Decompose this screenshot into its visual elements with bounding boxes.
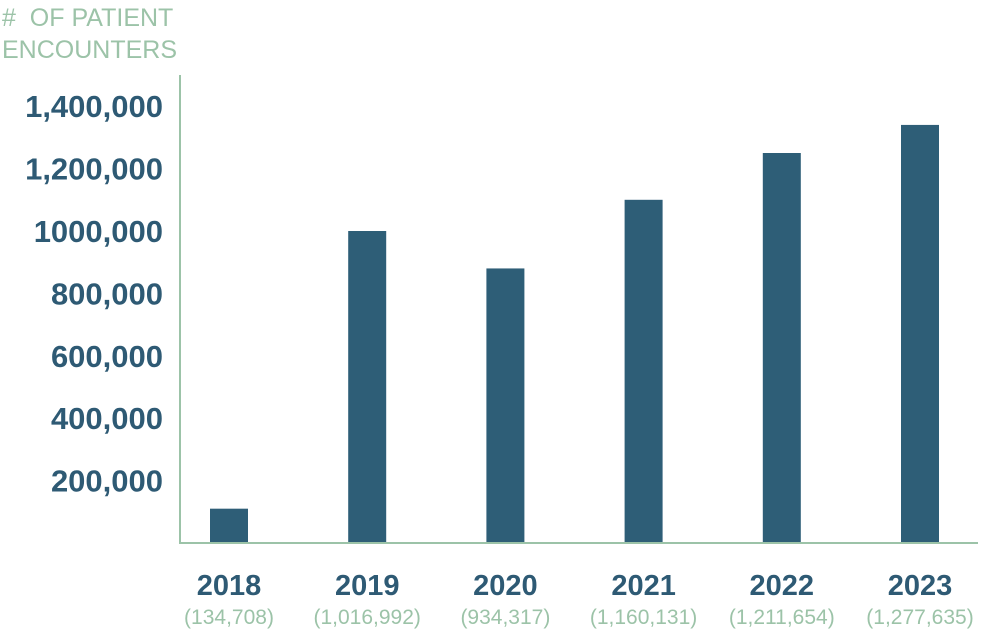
bar-2021 — [624, 199, 663, 544]
y-tick-label: 800,000 — [51, 276, 163, 311]
bar-2019 — [348, 231, 387, 543]
data-label: (1,016,992) — [313, 606, 420, 629]
y-tick-label: 200,000 — [51, 464, 163, 499]
data-label: (134,708) — [184, 606, 274, 629]
y-tick-label: 1000,000 — [34, 214, 163, 249]
x-tick-label: 2020 — [473, 570, 538, 602]
y-tick-label: 400,000 — [51, 401, 163, 436]
x-tick-label: 2022 — [750, 570, 815, 602]
bar-2020 — [486, 268, 525, 543]
x-axis: 2018 (134,708) 2019 (1,016,992) 2020 (934,317… — [179, 542, 978, 629]
x-tick-label: 2023 — [888, 570, 953, 602]
y-tick-label: 600,000 — [51, 339, 163, 374]
data-label: (1,160,131) — [590, 606, 697, 629]
x-tick-label: 2021 — [611, 570, 676, 602]
y-axis-title-line-2: ENCOUNTERS — [2, 36, 178, 64]
y-axis-title-line-1: # OF PATIENT — [2, 4, 174, 32]
data-label: (1,211,654) — [729, 606, 835, 629]
bar-2018 — [210, 508, 248, 543]
bar-2023 — [901, 124, 939, 544]
data-label: (934,317) — [460, 606, 550, 629]
y-axis: 200,000 400,000 600,000 800,000 1000,000 1,20… — [25, 75, 181, 543]
y-axis-title: # OF PATIENT ENCOUNTERS — [2, 2, 177, 66]
y-tick-label: 1,200,000 — [25, 152, 163, 187]
data-label: (1,277,635) — [866, 606, 973, 629]
x-tick-label: 2019 — [335, 570, 400, 602]
bars — [210, 124, 939, 544]
y-tick-label: 1,400,000 — [25, 89, 163, 124]
x-tick-label: 2018 — [197, 570, 262, 602]
bar-2022 — [762, 153, 801, 543]
